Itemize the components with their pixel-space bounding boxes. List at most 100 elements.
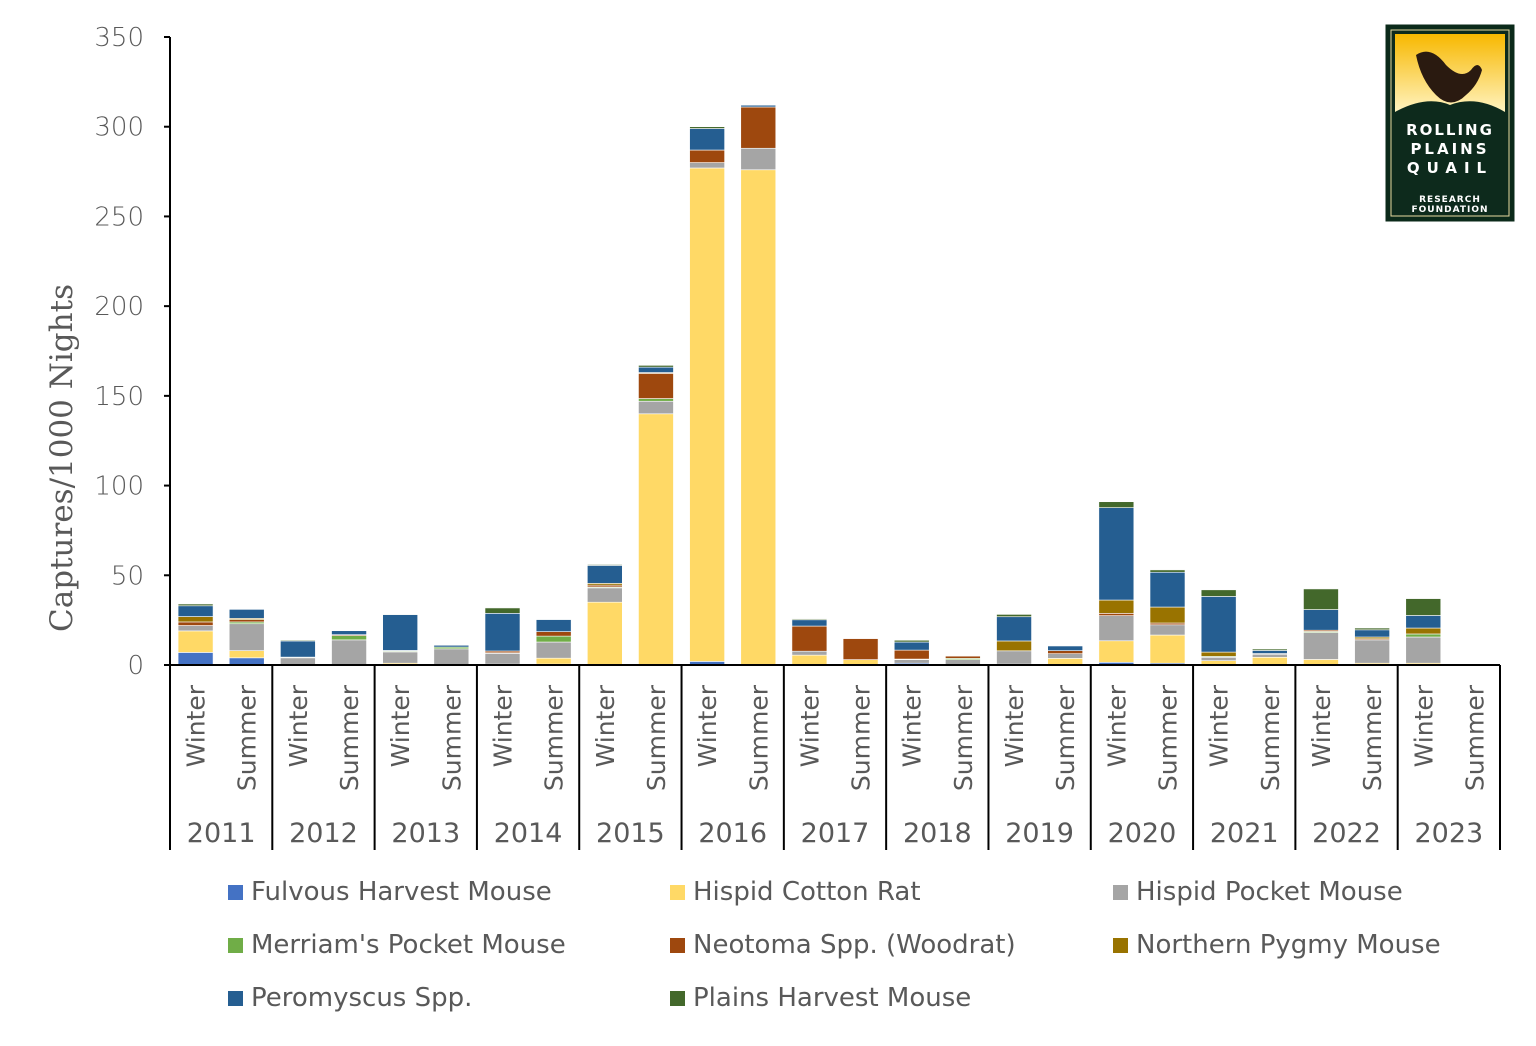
legend-swatch [670, 937, 685, 953]
x-season-label: Winter [1205, 684, 1234, 767]
x-year-label: 2023 [1414, 818, 1483, 849]
x-season-label: Winter [1102, 684, 1131, 767]
bar-segment [740, 106, 777, 149]
bar-segment [1252, 656, 1288, 666]
bar-segment [893, 659, 930, 664]
bar-segment [1405, 615, 1442, 629]
bar-segment [228, 609, 265, 619]
x-season-label: Summer [233, 684, 262, 791]
legend-label: Neotoma Spp. (Woodrat) [693, 930, 1016, 960]
bar-segment [587, 601, 623, 666]
x-year-label: 2017 [801, 818, 870, 849]
bar-segment [893, 641, 930, 651]
bar-segment [689, 149, 725, 163]
x-year-label: 2012 [289, 818, 358, 849]
x-year-label: 2019 [1005, 818, 1074, 849]
bar-segment [638, 365, 674, 368]
x-season-label: Summer [1051, 684, 1080, 791]
x-season-label: Summer [335, 684, 364, 791]
legend-label: Hispid Cotton Rat [693, 877, 921, 907]
bar-segment [1200, 589, 1237, 597]
bar-segment [1047, 645, 1083, 651]
x-year-label: 2016 [698, 818, 767, 849]
bar-segment [280, 639, 316, 642]
legend-label: Northern Pygmy Mouse [1136, 930, 1441, 960]
legend-item: Hispid Cotton Rat [670, 877, 921, 907]
bar-segment [1405, 636, 1442, 664]
bar-segment [893, 639, 930, 643]
x-season-label: Winter [386, 684, 415, 767]
bar-segment [587, 565, 623, 584]
bar-segment [484, 613, 521, 652]
x-year-label: 2015 [596, 818, 665, 849]
x-season-label: Winter [898, 684, 927, 767]
y-tick-label: 200 [94, 292, 144, 322]
x-season-label: Summer [949, 684, 978, 791]
bar-segment [1354, 639, 1390, 664]
bar-segment [689, 128, 725, 151]
x-year-label: 2014 [494, 818, 563, 849]
bar-segment [177, 630, 214, 653]
bar-segment [1405, 598, 1442, 616]
bar-segment [1149, 624, 1186, 636]
bar-segment [1098, 599, 1135, 614]
bar-segment [1047, 650, 1083, 654]
x-year-label: 2013 [391, 818, 460, 849]
bar-segment [1354, 627, 1390, 631]
legend-swatch [228, 990, 243, 1006]
bar-segment [638, 400, 674, 415]
bar-segment [996, 614, 1032, 618]
x-season-label: Summer [744, 684, 773, 791]
legend-swatch [670, 884, 685, 900]
bar-segment [1303, 632, 1339, 660]
bar-segment [535, 657, 572, 665]
bar-segment [791, 618, 828, 621]
logo: ROLLING PLAINS QUAIL RESEARCH FOUNDATION [1385, 24, 1515, 222]
bar-segment [740, 104, 777, 108]
bar-segment [689, 162, 725, 169]
bar-segment [177, 605, 214, 617]
x-year-label: 2011 [187, 818, 256, 849]
bar-segment [1098, 613, 1135, 616]
bar-segment [535, 635, 572, 643]
x-season-label: Winter [591, 684, 620, 767]
x-season-label: Winter [795, 684, 824, 767]
x-season-label: Winter [489, 684, 518, 767]
bar-segment [433, 644, 470, 648]
y-tick-label: 50 [111, 561, 144, 591]
bar-segment [842, 638, 879, 660]
x-year-label: 2021 [1210, 818, 1279, 849]
bar-segment [535, 631, 572, 637]
bar-segment [433, 648, 470, 666]
bar-segment [1303, 588, 1339, 610]
x-year-label: 2020 [1108, 818, 1177, 849]
bar-segment [638, 373, 674, 399]
bar-segment [1047, 653, 1083, 659]
bar-segment [280, 640, 316, 658]
y-tick-label: 250 [94, 202, 144, 232]
x-season-label: Summer [847, 684, 876, 791]
bar-segment [177, 603, 214, 607]
bar-segment [1098, 501, 1135, 508]
legend-item: Peromyscus Spp. [228, 983, 472, 1013]
bar-segment [689, 126, 725, 129]
bar-segment [1149, 606, 1186, 624]
bar-segment [331, 630, 367, 635]
x-season-label: Winter [284, 684, 313, 767]
bar-segment [689, 167, 725, 662]
logo-text: FOUNDATION [1411, 205, 1488, 215]
y-tick-label: 300 [94, 113, 144, 143]
bar-segment [177, 652, 214, 666]
legend-swatch [1113, 937, 1128, 953]
bar-segment [791, 654, 828, 666]
bar-segment [1149, 634, 1186, 664]
legend-label: Hispid Pocket Mouse [1136, 877, 1403, 907]
bar-segment [484, 653, 521, 665]
logo-text: RESEARCH [1419, 195, 1481, 205]
legend-label: Plains Harvest Mouse [693, 983, 972, 1013]
legend-swatch [228, 884, 243, 900]
legend-swatch [228, 937, 243, 953]
bar-segment [228, 619, 265, 623]
